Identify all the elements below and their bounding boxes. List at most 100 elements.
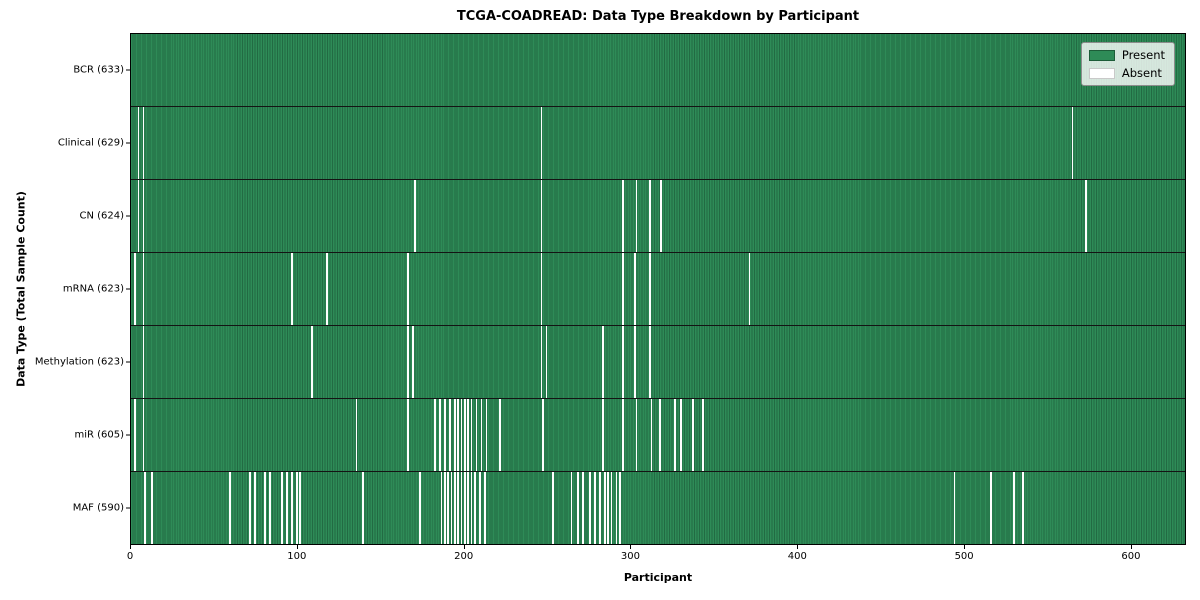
absent-stripe: [540, 326, 543, 398]
absent-stripe: [470, 472, 473, 544]
ytick-label-clinical: Clinical (629): [57, 137, 124, 149]
absent-stripe: [454, 399, 456, 471]
legend-entry-absent: Absent: [1088, 66, 1165, 80]
absent-stripe: [622, 399, 624, 471]
xtick-label-100: 100: [287, 551, 307, 562]
absent-stripe: [134, 399, 137, 471]
absent-stripe: [618, 472, 621, 544]
absent-stripe: [355, 399, 358, 471]
absent-stripe: [434, 399, 436, 471]
absent-stripe: [407, 399, 410, 471]
absent-stripe: [540, 180, 543, 252]
absent-stripe: [635, 180, 638, 252]
absent-stripe: [610, 472, 613, 544]
absent-stripe: [447, 472, 450, 544]
absent-stripe: [142, 253, 145, 325]
ytick-label-mir: miR (605): [74, 429, 124, 441]
xtick-mark: [463, 545, 465, 549]
absent-stripe: [407, 253, 410, 325]
absent-stripe: [1013, 472, 1016, 544]
absent-stripe: [295, 472, 298, 544]
absent-stripe: [137, 107, 140, 179]
legend-absent-label: Absent: [1121, 66, 1162, 80]
xtick-label-0: 0: [126, 551, 134, 562]
xtick-label-400: 400: [787, 551, 807, 562]
absent-stripe: [648, 180, 651, 252]
absent-stripe: [440, 472, 443, 544]
xtick-mark: [296, 545, 298, 549]
ytick-label-methylation: Methylation (623): [34, 356, 124, 368]
y-axis-label: Data Type (Total Sample Count): [14, 191, 28, 387]
absent-stripe: [142, 180, 145, 252]
absent-stripe: [660, 180, 663, 252]
absent-stripe: [439, 399, 441, 471]
absent-stripe: [137, 180, 140, 252]
ytick-mark: [126, 361, 130, 363]
legend: Present Absent: [1080, 42, 1175, 86]
row-clinical: [131, 107, 1185, 180]
x-axis-label: Participant: [623, 571, 693, 584]
absent-stripe: [615, 472, 618, 544]
absent-stripe: [540, 107, 543, 179]
absent-stripe: [454, 472, 456, 544]
absent-stripe: [602, 399, 604, 471]
absent-stripe: [635, 399, 638, 471]
absent-stripe: [479, 472, 481, 544]
absent-stripe: [498, 399, 501, 471]
absent-stripe: [990, 472, 992, 544]
absent-stripe: [748, 253, 751, 325]
absent-stripe: [475, 399, 478, 471]
absent-stripe: [673, 399, 676, 471]
legend-present-label: Present: [1121, 48, 1165, 62]
absent-stripe: [457, 472, 460, 544]
absent-stripe: [460, 399, 463, 471]
absent-stripe: [285, 472, 288, 544]
absent-stripe: [142, 107, 145, 179]
present-swatch-icon: [1088, 49, 1115, 61]
row-mir: [131, 399, 1185, 472]
xtick-label-200: 200: [454, 551, 474, 562]
absent-stripe: [142, 326, 145, 398]
ytick-mark: [126, 288, 130, 290]
absent-stripe: [290, 472, 293, 544]
absent-stripe: [542, 399, 544, 471]
absent-stripe: [450, 472, 453, 544]
absent-stripe: [464, 399, 466, 471]
row-bcr: [131, 34, 1185, 107]
absent-stripe: [460, 472, 463, 544]
row-cn: [131, 180, 1185, 253]
absent-stripe: [470, 399, 473, 471]
absent-stripe: [142, 399, 145, 471]
absent-stripe: [622, 253, 624, 325]
ytick-label-cn: CN (624): [79, 210, 124, 222]
xtick-label-600: 600: [1121, 551, 1141, 562]
ytick-mark: [126, 69, 130, 71]
absent-stripe: [552, 472, 554, 544]
row-methylation: [131, 326, 1185, 399]
absent-stripe: [588, 472, 591, 544]
row-maf: [131, 472, 1185, 544]
absent-stripe: [467, 399, 470, 471]
ytick-mark: [126, 142, 130, 144]
absent-stripe: [1071, 107, 1074, 179]
absent-stripe: [633, 326, 636, 398]
absent-stripe: [545, 326, 548, 398]
row-mrna: [131, 253, 1185, 326]
absent-stripe: [464, 472, 466, 544]
absent-stripe: [540, 253, 543, 325]
absent-stripe: [150, 472, 153, 544]
absent-stripe: [299, 472, 301, 544]
absent-stripe: [1085, 180, 1087, 252]
absent-stripe: [444, 399, 446, 471]
absent-stripe: [650, 399, 653, 471]
absent-stripe: [658, 399, 661, 471]
absent-stripe: [607, 472, 609, 544]
absent-stripe: [144, 472, 146, 544]
absent-stripe: [407, 326, 410, 398]
absent-stripe: [249, 472, 251, 544]
absent-stripe: [648, 253, 651, 325]
ytick-label-mrna: mRNA (623): [62, 283, 124, 295]
absent-stripe: [362, 472, 365, 544]
ytick-label-bcr: BCR (633): [73, 64, 124, 76]
